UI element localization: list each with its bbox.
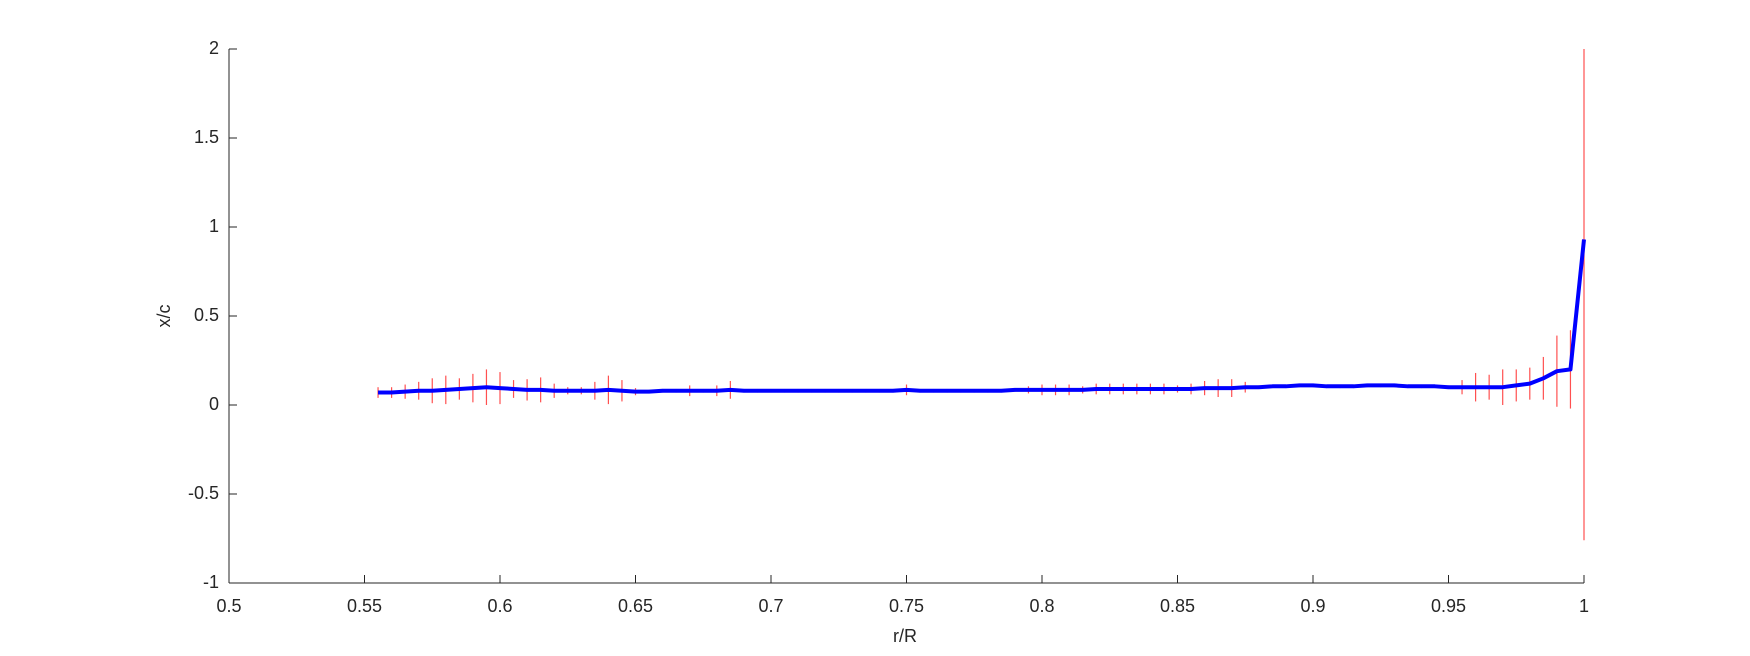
y-axis-label: x/c — [154, 304, 174, 327]
x-tick-label: 0.95 — [1431, 596, 1466, 616]
y-tick-label: -0.5 — [188, 483, 219, 503]
x-tick-label: 0.5 — [216, 596, 241, 616]
y-tick-label: 0 — [209, 394, 219, 414]
x-tick-label: 0.8 — [1029, 596, 1054, 616]
x-tick-label: 1 — [1579, 596, 1589, 616]
x-tick-label: 0.75 — [889, 596, 924, 616]
x-tick-label: 0.85 — [1160, 596, 1195, 616]
x-tick-label: 0.7 — [758, 596, 783, 616]
x-axis-label: r/R — [893, 626, 917, 646]
y-tick-label: 1 — [209, 216, 219, 236]
y-tick-label: 2 — [209, 38, 219, 58]
x-tick-label: 0.65 — [618, 596, 653, 616]
data-line — [378, 239, 1586, 395]
y-tick-label: -1 — [203, 572, 219, 592]
x-tick-label: 0.6 — [487, 596, 512, 616]
x-tick-label: 0.55 — [347, 596, 382, 616]
y-tick-label: 1.5 — [194, 127, 219, 147]
x-tick-label: 0.9 — [1300, 596, 1325, 616]
y-tick-label: 0.5 — [194, 305, 219, 325]
